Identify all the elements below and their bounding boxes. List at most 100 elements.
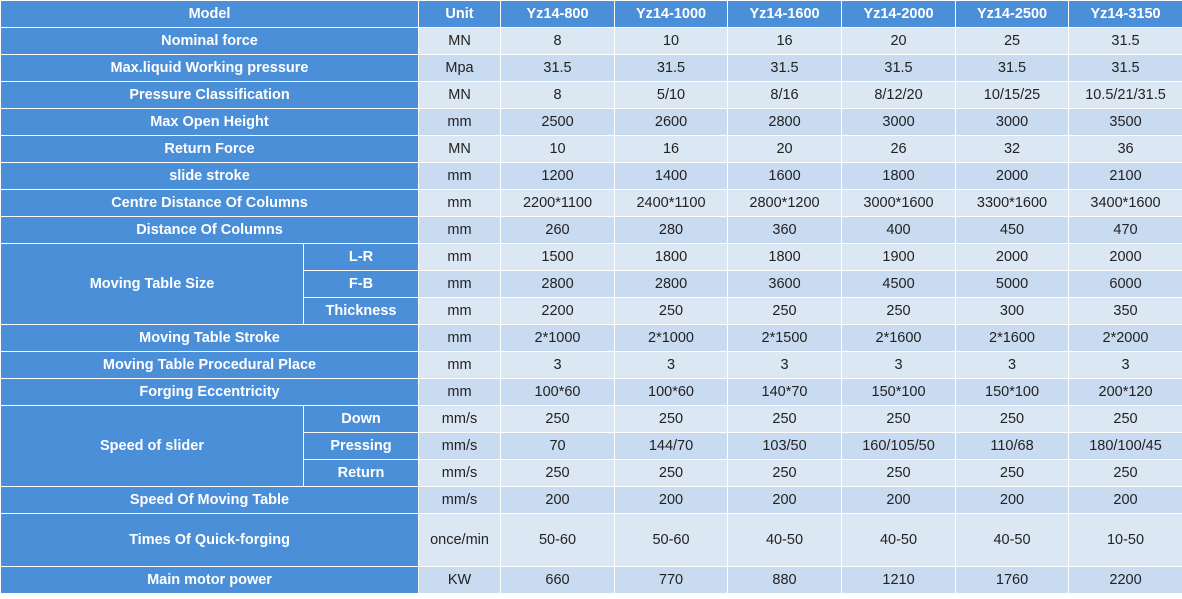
value-cell: 400	[841, 216, 957, 244]
value-cell: 2*1000	[500, 324, 616, 352]
value-cell: 8	[500, 27, 616, 55]
header-cell: Model	[0, 0, 420, 28]
sub-label: F-B	[302, 270, 420, 298]
value-cell: 3500	[1068, 108, 1182, 136]
unit-cell: mm	[418, 108, 502, 136]
table-row: Pressing mm/s 70 144/70 103/50 160/105/50 110/…	[1, 432, 1182, 460]
unit-cell: mm/s	[418, 486, 502, 514]
value-cell: 2*1000	[614, 324, 729, 352]
value-cell: 3600	[727, 270, 843, 298]
unit-cell: mm	[418, 189, 502, 217]
value-cell: 8/12/20	[841, 81, 957, 109]
header-cell: Yz14-2000	[841, 0, 957, 28]
table-row: Distance Of Columns mm 260 280 360 400 450 470	[0, 216, 1182, 244]
value-cell: 250	[500, 405, 616, 433]
value-cell: 50-60	[500, 513, 616, 567]
value-cell: 470	[1068, 216, 1182, 244]
value-cell: 2500	[500, 108, 616, 136]
row-label: Return Force	[0, 135, 420, 163]
value-cell: 10	[500, 135, 616, 163]
value-cell: 450	[955, 216, 1070, 244]
value-cell: 2800	[614, 270, 729, 298]
value-cell: 3000	[841, 108, 957, 136]
value-cell: 2*2000	[1068, 324, 1182, 352]
unit-cell: KW	[418, 566, 502, 594]
row-label: Pressure Classification	[0, 81, 420, 109]
row-label: Max.liquid Working pressure	[0, 54, 420, 82]
value-cell: 2200	[500, 297, 616, 325]
value-cell: 200	[500, 486, 616, 514]
table-row: Pressure Classification MN 8 5/10 8/16 8/12/2…	[0, 81, 1182, 109]
value-cell: 770	[614, 566, 729, 594]
table-row: Moving Table Stroke mm 2*1000 2*1000 2*1500 2…	[0, 324, 1182, 352]
unit-cell: mm/s	[418, 405, 502, 433]
table-row: F-B mm 2800 2800 3600 4500 5000 6000	[1, 270, 1182, 298]
table-row: Times Of Quick-forging once/min 50-60 50-60…	[0, 513, 1182, 567]
value-cell: 3	[614, 351, 729, 379]
value-cell: 40-50	[955, 513, 1070, 567]
unit-cell: MN	[418, 27, 502, 55]
value-cell: 2000	[1068, 243, 1182, 271]
sub-label: Pressing	[302, 432, 420, 460]
value-cell: 10-50	[1068, 513, 1182, 567]
value-cell: 70	[500, 432, 616, 460]
table-row: slide stroke mm 1200 1400 1600 1800 2000 2100	[0, 162, 1182, 190]
value-cell: 10	[614, 27, 729, 55]
value-cell: 200*120	[1068, 378, 1182, 406]
value-cell: 1760	[955, 566, 1070, 594]
table-row: Forging Eccentricity mm 100*60 100*60 140*70…	[0, 378, 1182, 406]
unit-cell: mm	[418, 351, 502, 379]
value-cell: 2600	[614, 108, 729, 136]
value-cell: 100*60	[500, 378, 616, 406]
value-cell: 20	[841, 27, 957, 55]
value-cell: 31.5	[1068, 54, 1182, 82]
table-row: Speed of slider Down mm/s 250 250 250 250 250 25…	[0, 405, 1182, 487]
table-row: Main motor power KW 660 770 880 1210 1760 2200	[0, 566, 1182, 594]
value-cell: 300	[955, 297, 1070, 325]
value-cell: 250	[727, 405, 843, 433]
value-cell: 160/105/50	[841, 432, 957, 460]
value-cell: 1200	[500, 162, 616, 190]
value-cell: 2100	[1068, 162, 1182, 190]
row-label: slide stroke	[0, 162, 420, 190]
value-cell: 4500	[841, 270, 957, 298]
table-row: Thickness mm 2200 250 250 250 300 350	[1, 297, 1182, 325]
value-cell: 3	[841, 351, 957, 379]
table-row: Max Open Height mm 2500 2600 2800 3000 3000 350…	[0, 108, 1182, 136]
value-cell: 10/15/25	[955, 81, 1070, 109]
value-cell: 6000	[1068, 270, 1182, 298]
value-cell: 250	[614, 297, 729, 325]
unit-cell: mm	[418, 270, 502, 298]
value-cell: 103/50	[727, 432, 843, 460]
value-cell: 16	[614, 135, 729, 163]
value-cell: 360	[727, 216, 843, 244]
table-row: Return mm/s 250 250 250 250 250 250	[1, 459, 1182, 487]
value-cell: 2*1500	[727, 324, 843, 352]
value-cell: 31.5	[614, 54, 729, 82]
unit-cell: mm	[418, 216, 502, 244]
value-cell: 31.5	[1068, 27, 1182, 55]
value-cell: 180/100/45	[1068, 432, 1182, 460]
value-cell: 2200*1100	[500, 189, 616, 217]
value-cell: 40-50	[727, 513, 843, 567]
value-cell: 150*100	[955, 378, 1070, 406]
sub-label: Thickness	[302, 297, 420, 325]
value-cell: 20	[727, 135, 843, 163]
header-cell: Yz14-3150	[1068, 0, 1182, 28]
value-cell: 3	[1068, 351, 1182, 379]
header-cell: Yz14-800	[500, 0, 616, 28]
value-cell: 100*60	[614, 378, 729, 406]
value-cell: 2000	[955, 162, 1070, 190]
sub-label: Down	[302, 405, 420, 433]
table-row: Return Force MN 10 16 20 26 32 36	[0, 135, 1182, 163]
sub-label: L-R	[302, 243, 420, 271]
unit-cell: mm	[418, 162, 502, 190]
value-cell: 1500	[500, 243, 616, 271]
value-cell: 200	[841, 486, 957, 514]
row-label: Speed of slider	[0, 405, 304, 487]
value-cell: 3	[727, 351, 843, 379]
unit-cell: MN	[418, 81, 502, 109]
value-cell: 16	[727, 27, 843, 55]
value-cell: 50-60	[614, 513, 729, 567]
